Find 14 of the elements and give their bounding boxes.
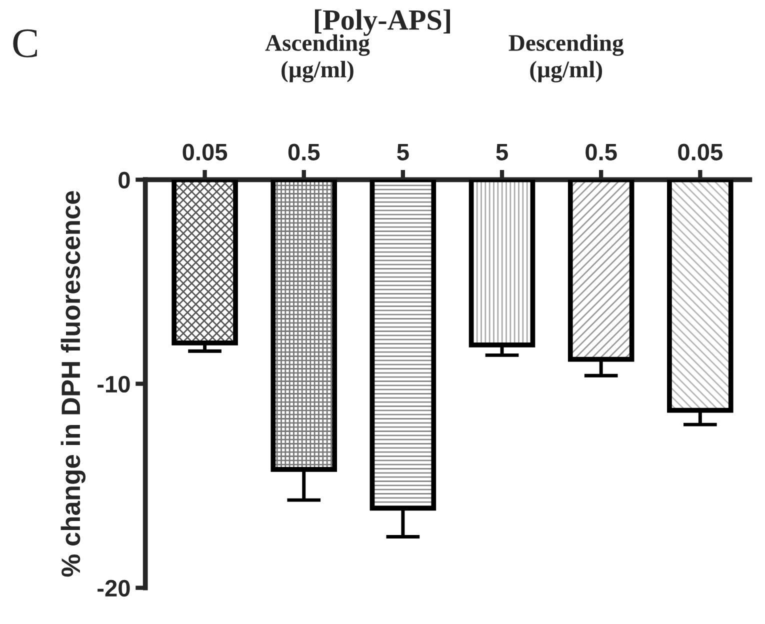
text: C <box>13 29 37 58</box>
text: Descending (µg/ml) <box>508 34 624 82</box>
text: Ascending (µg/ml) <box>265 34 370 82</box>
y-tick-label: -20 <box>98 580 130 597</box>
x-tick-label: 0.05 <box>678 144 722 160</box>
x-tick-label: 0.5 <box>586 144 617 160</box>
chart-title: [Poly-APS] <box>315 9 450 36</box>
y-tick-label: -10 <box>98 376 130 393</box>
x-tick-label: 5 <box>397 144 409 160</box>
y-axis-title: % change in DPH fluorescence <box>60 191 86 577</box>
y-tick-label: 0 <box>118 172 130 188</box>
x-tick-label: 0.05 <box>182 144 228 160</box>
x-tick-label: 0.5 <box>288 144 320 160</box>
x-tick-label: 5 <box>496 144 508 160</box>
